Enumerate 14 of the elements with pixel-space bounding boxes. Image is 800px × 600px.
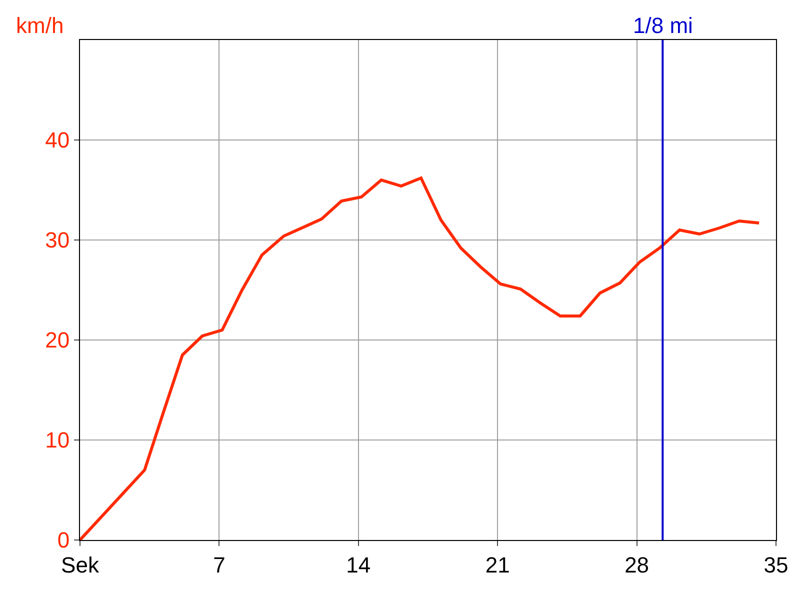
x-tick-label: 7 <box>213 552 226 578</box>
ref-line-label: 1/8 mi <box>633 13 693 38</box>
y-axis-title: km/h <box>16 13 64 38</box>
y-tick-label: 20 <box>45 328 70 353</box>
y-tick-label: 30 <box>45 228 70 253</box>
y-tick-label: 0 <box>57 528 70 553</box>
y-tick-label: 40 <box>45 128 70 153</box>
x-tick-label: 21 <box>485 552 510 578</box>
x-tick-label: 28 <box>624 552 650 578</box>
y-tick-label: 10 <box>45 428 70 453</box>
x-tick-label: 35 <box>764 552 788 578</box>
x-tick-label: Sek <box>61 552 100 578</box>
line-series <box>80 176 761 540</box>
x-tick-label: 14 <box>346 552 371 578</box>
